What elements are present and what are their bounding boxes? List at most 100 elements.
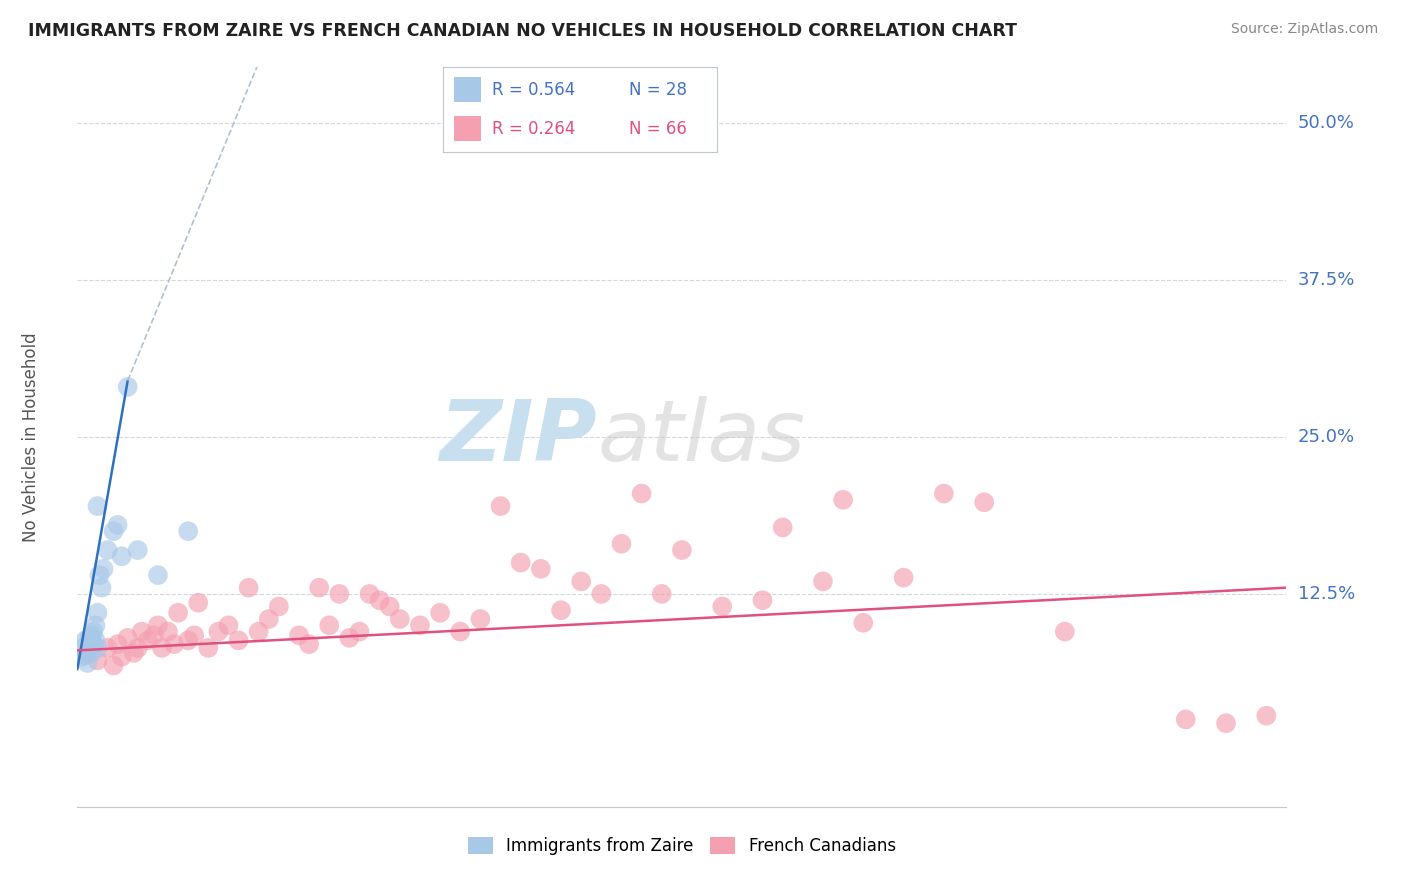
Point (167, 606, 190, 620)
Point (449, 624, 471, 639)
Point (932, 486, 955, 500)
Point (131, 624, 153, 639)
Text: No Vehicles in Household: No Vehicles in Household (22, 332, 41, 542)
Point (103, 524, 125, 539)
Point (349, 624, 371, 639)
FancyBboxPatch shape (454, 116, 481, 142)
Point (136, 633, 159, 648)
Point (75, 648, 97, 663)
Point (247, 624, 270, 639)
Point (75, 633, 97, 648)
Text: Source: ZipAtlas.com: Source: ZipAtlas.com (1230, 22, 1378, 37)
Point (378, 599, 401, 614)
Point (267, 599, 290, 614)
Point (288, 628, 311, 642)
Point (1174, 713, 1197, 727)
Point (117, 631, 139, 645)
Point (76, 646, 98, 660)
Point (630, 486, 652, 500)
Point (157, 624, 180, 639)
Point (117, 380, 139, 394)
Point (163, 637, 186, 651)
Point (308, 581, 330, 595)
Point (111, 549, 134, 564)
Point (550, 603, 572, 617)
Point (93, 562, 115, 576)
Point (107, 637, 129, 651)
Point (1256, 708, 1278, 723)
Point (79, 640, 101, 655)
Point (82, 637, 104, 651)
Point (183, 628, 205, 642)
Point (973, 495, 995, 509)
Point (177, 524, 200, 539)
Point (86, 499, 108, 513)
Point (86, 640, 108, 655)
Point (751, 593, 773, 607)
FancyBboxPatch shape (454, 77, 481, 103)
Point (142, 628, 165, 642)
Text: R = 0.564: R = 0.564 (492, 81, 575, 99)
Point (107, 517, 129, 532)
Point (111, 649, 134, 664)
Point (832, 492, 855, 507)
Point (591, 587, 613, 601)
Point (238, 581, 260, 595)
Text: 37.5%: 37.5% (1298, 271, 1355, 289)
Text: N = 28: N = 28 (630, 81, 688, 99)
Point (257, 612, 280, 626)
Text: R = 0.264: R = 0.264 (492, 120, 575, 137)
Point (339, 631, 360, 645)
Point (79, 631, 101, 645)
Point (811, 574, 834, 589)
Point (86, 606, 108, 620)
Point (651, 587, 673, 601)
Point (80, 628, 103, 642)
Point (187, 596, 209, 610)
Legend: Immigrants from Zaire, French Canadians: Immigrants from Zaire, French Canadians (461, 830, 903, 862)
Point (177, 633, 200, 648)
Point (146, 618, 169, 632)
Point (509, 556, 531, 570)
Point (96, 543, 118, 558)
Point (318, 618, 340, 632)
Point (1053, 624, 1076, 639)
Point (122, 646, 145, 660)
Point (711, 599, 734, 614)
Point (197, 640, 219, 655)
Text: ZIP: ZIP (440, 395, 598, 479)
Point (127, 543, 149, 558)
Point (671, 543, 693, 558)
Point (298, 637, 321, 651)
Point (530, 562, 553, 576)
Point (328, 587, 350, 601)
Point (1215, 716, 1237, 731)
Point (207, 624, 229, 639)
Text: N = 66: N = 66 (630, 120, 688, 137)
Point (218, 618, 240, 632)
Point (82, 624, 104, 639)
Point (80, 646, 103, 660)
Point (893, 571, 915, 585)
Point (84, 618, 107, 632)
Point (772, 520, 794, 534)
Point (852, 615, 875, 630)
Point (569, 574, 592, 589)
Point (127, 640, 149, 655)
Point (70, 649, 93, 664)
Text: 25.0%: 25.0% (1298, 428, 1355, 446)
Point (359, 587, 381, 601)
Point (489, 499, 512, 513)
Text: 50.0%: 50.0% (1298, 114, 1354, 132)
Point (96, 640, 118, 655)
Point (103, 658, 125, 673)
Text: atlas: atlas (598, 395, 806, 479)
Point (470, 612, 492, 626)
Point (388, 612, 411, 626)
Point (86, 653, 108, 667)
Point (368, 593, 391, 607)
Point (89, 568, 111, 582)
Point (409, 618, 432, 632)
Point (228, 633, 250, 648)
Point (76, 646, 98, 660)
